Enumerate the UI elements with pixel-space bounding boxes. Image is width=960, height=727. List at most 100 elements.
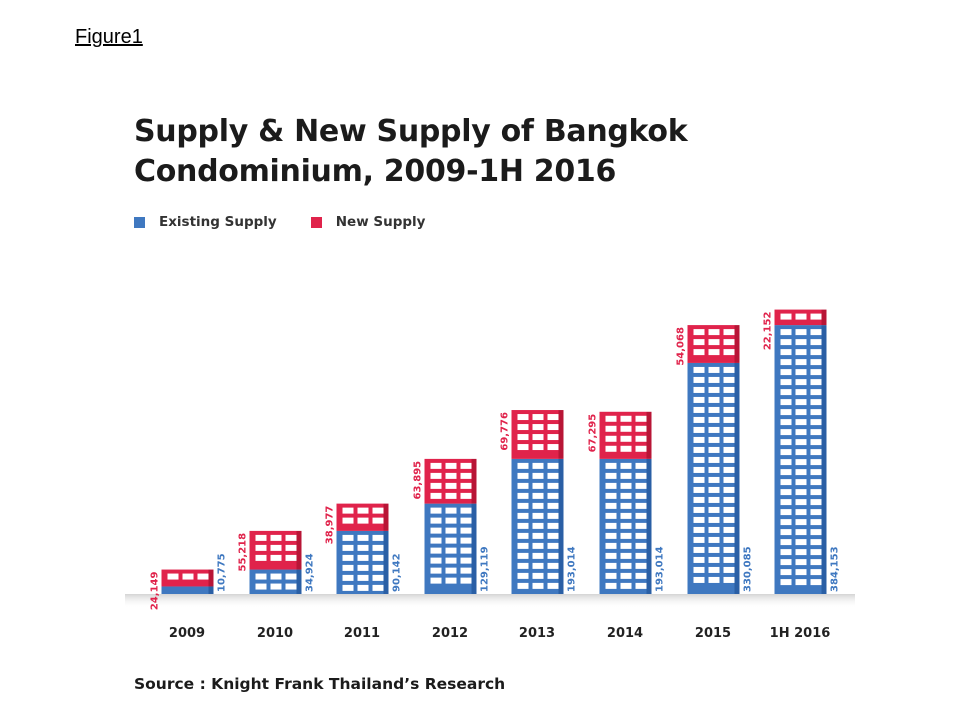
x-tick-label: 1H 2016 bbox=[770, 626, 831, 641]
window-existing bbox=[285, 573, 297, 580]
window-new bbox=[708, 349, 720, 356]
window-existing bbox=[693, 546, 705, 553]
window-existing bbox=[635, 562, 647, 569]
window-existing bbox=[430, 527, 442, 534]
window-new bbox=[430, 472, 442, 479]
window-existing bbox=[723, 466, 735, 473]
building-3 bbox=[424, 458, 477, 594]
window-existing bbox=[708, 416, 720, 423]
window-new bbox=[255, 554, 267, 561]
window-existing bbox=[547, 482, 559, 489]
window-existing bbox=[708, 426, 720, 433]
window-existing bbox=[723, 516, 735, 523]
bar-existing-supply-side bbox=[383, 530, 389, 594]
window-existing bbox=[547, 582, 559, 589]
window-existing bbox=[810, 389, 822, 396]
building-7 bbox=[774, 309, 827, 594]
window-existing bbox=[445, 507, 457, 514]
window-existing bbox=[795, 329, 807, 336]
window-existing bbox=[795, 489, 807, 496]
window-existing bbox=[532, 502, 544, 509]
window-existing bbox=[795, 369, 807, 376]
window-existing bbox=[620, 552, 632, 559]
window-new bbox=[517, 444, 529, 451]
window-existing bbox=[810, 569, 822, 576]
window-new bbox=[547, 444, 559, 451]
window-new bbox=[635, 445, 647, 452]
window-existing bbox=[795, 389, 807, 396]
window-existing bbox=[635, 572, 647, 579]
window-existing bbox=[723, 526, 735, 533]
window-existing bbox=[635, 522, 647, 529]
window-existing bbox=[547, 492, 559, 499]
window-existing bbox=[810, 559, 822, 566]
window-existing bbox=[795, 349, 807, 356]
bar-new-supply-side bbox=[471, 458, 477, 504]
window-new bbox=[532, 414, 544, 421]
window-new bbox=[430, 482, 442, 489]
window-existing bbox=[708, 446, 720, 453]
window-existing bbox=[723, 406, 735, 413]
window-existing bbox=[620, 532, 632, 539]
bar-existing-supply-side bbox=[208, 586, 214, 594]
window-existing bbox=[517, 572, 529, 579]
window-existing bbox=[693, 506, 705, 513]
window-existing bbox=[517, 532, 529, 539]
window-existing bbox=[605, 512, 617, 519]
bar-existing-supply-side bbox=[734, 362, 740, 594]
window-new bbox=[605, 415, 617, 422]
window-existing bbox=[723, 376, 735, 383]
window-existing bbox=[795, 559, 807, 566]
window-existing bbox=[708, 466, 720, 473]
bar-new-supply-side bbox=[558, 410, 564, 459]
window-existing bbox=[620, 492, 632, 499]
window-existing bbox=[795, 399, 807, 406]
window-existing bbox=[810, 469, 822, 476]
existing-supply-label: 384,153 bbox=[830, 546, 841, 592]
chart-title-line-2: Condominium, 2009-1H 2016 bbox=[134, 154, 617, 189]
window-existing bbox=[708, 526, 720, 533]
building-1 bbox=[249, 530, 302, 594]
window-new bbox=[517, 434, 529, 441]
window-existing bbox=[795, 479, 807, 486]
window-existing bbox=[708, 536, 720, 543]
window-new bbox=[693, 339, 705, 346]
window-existing bbox=[723, 576, 735, 583]
x-tick-label: 2009 bbox=[169, 626, 205, 641]
window-existing bbox=[795, 419, 807, 426]
bar-existing-supply-side bbox=[646, 458, 652, 594]
window-new bbox=[460, 492, 472, 499]
window-existing bbox=[357, 564, 369, 571]
window-existing bbox=[810, 549, 822, 556]
window-existing bbox=[285, 583, 297, 590]
window-existing bbox=[635, 502, 647, 509]
window-existing bbox=[605, 482, 617, 489]
window-existing bbox=[693, 486, 705, 493]
window-existing bbox=[708, 556, 720, 563]
window-existing bbox=[693, 516, 705, 523]
window-new bbox=[372, 517, 384, 524]
window-new bbox=[445, 482, 457, 489]
window-existing bbox=[532, 522, 544, 529]
x-tick-label: 2013 bbox=[519, 626, 555, 641]
window-new bbox=[285, 534, 297, 541]
window-existing bbox=[547, 552, 559, 559]
window-existing bbox=[635, 542, 647, 549]
window-existing bbox=[693, 386, 705, 393]
window-existing bbox=[547, 562, 559, 569]
x-tick-label: 2010 bbox=[257, 626, 293, 641]
window-existing bbox=[810, 369, 822, 376]
bar-new-supply-side bbox=[646, 411, 652, 459]
window-existing bbox=[723, 496, 735, 503]
window-existing bbox=[532, 512, 544, 519]
legend-swatch-existing-supply bbox=[134, 216, 145, 228]
window-existing bbox=[460, 557, 472, 564]
window-new bbox=[357, 507, 369, 514]
window-new bbox=[430, 462, 442, 469]
figure-label: Figure1 bbox=[75, 26, 143, 48]
bar-new-supply-side bbox=[208, 569, 214, 587]
window-new bbox=[708, 329, 720, 336]
window-existing bbox=[723, 506, 735, 513]
new-supply-label: 38,977 bbox=[325, 506, 336, 545]
window-existing bbox=[795, 439, 807, 446]
